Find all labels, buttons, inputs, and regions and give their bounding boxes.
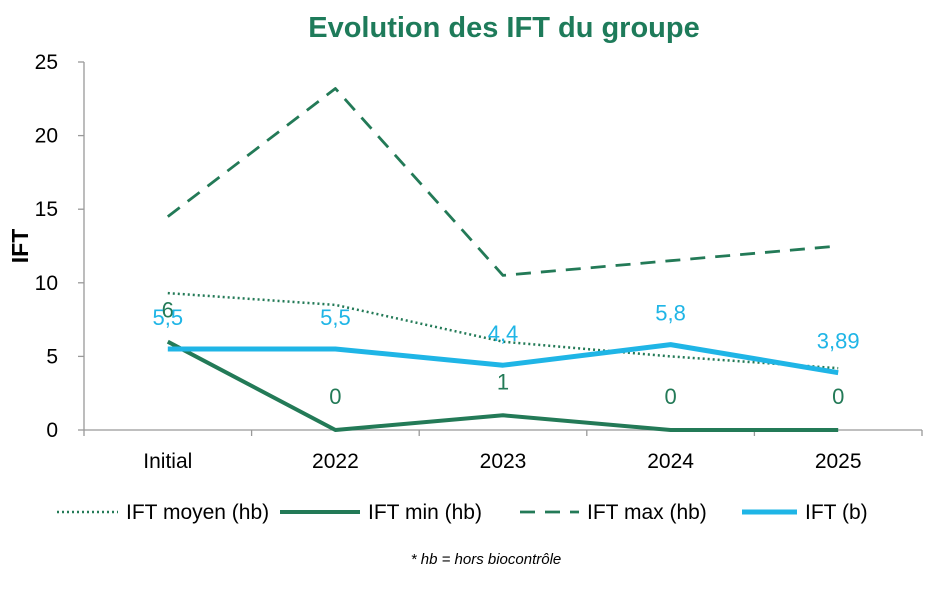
series-layer — [166, 87, 839, 432]
x-tick-label: Initial — [143, 450, 192, 473]
chart-title: Evolution des IFT du groupe — [308, 12, 700, 44]
y-tick-label: 15 — [35, 198, 58, 221]
data-labels: 6 0 1 0 0 5,5 5,5 4,4 5,8 3,89 — [153, 298, 860, 409]
legend-label: IFT (b) — [805, 501, 868, 524]
x-tick-label: 2025 — [815, 450, 862, 473]
data-label-ift-b: 5,5 — [153, 305, 184, 330]
series-line-ift-max-hb — [166, 87, 839, 277]
legend-label: IFT moyen (hb) — [126, 501, 269, 524]
data-label-ift-b: 4,4 — [488, 321, 519, 346]
footnote: * hb = hors biocontrôle — [411, 551, 562, 568]
data-label-ift-b: 3,89 — [817, 329, 860, 354]
data-label-ift-b: 5,5 — [320, 305, 351, 330]
x-tick-label: 2024 — [647, 450, 694, 473]
y-tick-label: 5 — [46, 345, 58, 368]
data-label-ift-min: 0 — [329, 384, 341, 409]
y-tick-label: 10 — [35, 272, 58, 295]
y-axis-label: IFT — [7, 229, 33, 264]
data-label-ift-min: 0 — [664, 384, 676, 409]
data-label-ift-min: 6 — [162, 298, 174, 323]
data-label-ift-min: 0 — [832, 384, 844, 409]
y-tick-label: 25 — [35, 51, 58, 74]
x-tick-label: 2023 — [480, 450, 527, 473]
y-tick-label: 0 — [46, 419, 58, 442]
y-tick-label: 20 — [35, 125, 58, 148]
legend-label: IFT max (hb) — [587, 501, 707, 524]
series-line-ift-min-hb — [166, 339, 839, 432]
data-label-ift-min: 1 — [497, 369, 509, 394]
data-label-ift-b: 5,8 — [655, 301, 686, 326]
x-tick-label: 2022 — [312, 450, 359, 473]
legend-label: IFT min (hb) — [368, 501, 482, 524]
series-line-ift-b — [167, 342, 839, 376]
legend: IFT moyen (hb) IFT min (hb) IFT max (hb) IF… — [57, 501, 868, 524]
